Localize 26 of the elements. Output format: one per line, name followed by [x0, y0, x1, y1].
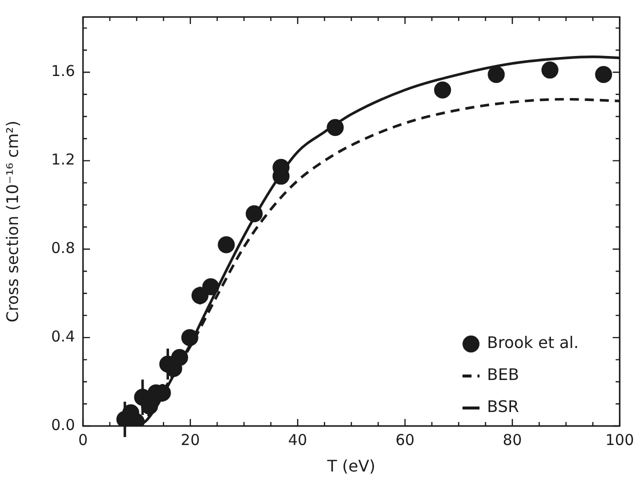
point — [246, 205, 263, 222]
y-tick-label: 0.0 — [51, 416, 75, 434]
x-tick-label: 60 — [395, 430, 415, 449]
y-tick-label: 1.2 — [51, 150, 75, 169]
point — [595, 66, 612, 83]
y-tick-label: 0.4 — [51, 327, 75, 346]
point — [434, 81, 452, 98]
legend-label: BSR — [487, 397, 519, 416]
x-tick-label: 0 — [78, 430, 88, 449]
x-tick-label: 40 — [288, 430, 308, 449]
point — [541, 62, 558, 79]
point — [488, 66, 505, 83]
y-tick-label: 0.8 — [51, 239, 75, 258]
x-tick-label: 100 — [605, 430, 634, 449]
x-axis-title: T (eV) — [326, 456, 376, 476]
point — [202, 278, 220, 296]
point — [326, 119, 344, 136]
legend-label: Brook et al. — [487, 333, 579, 352]
point — [181, 329, 198, 346]
point — [171, 348, 188, 366]
x-tick-label: 80 — [502, 430, 522, 449]
y-tick-label: 1.6 — [51, 62, 75, 80]
point — [218, 236, 235, 254]
x-tick-label: 20 — [180, 430, 200, 449]
legend-label: BEB — [487, 365, 520, 384]
y-axis-title: Cross section (10⁻¹⁶ cm²) — [2, 120, 22, 322]
